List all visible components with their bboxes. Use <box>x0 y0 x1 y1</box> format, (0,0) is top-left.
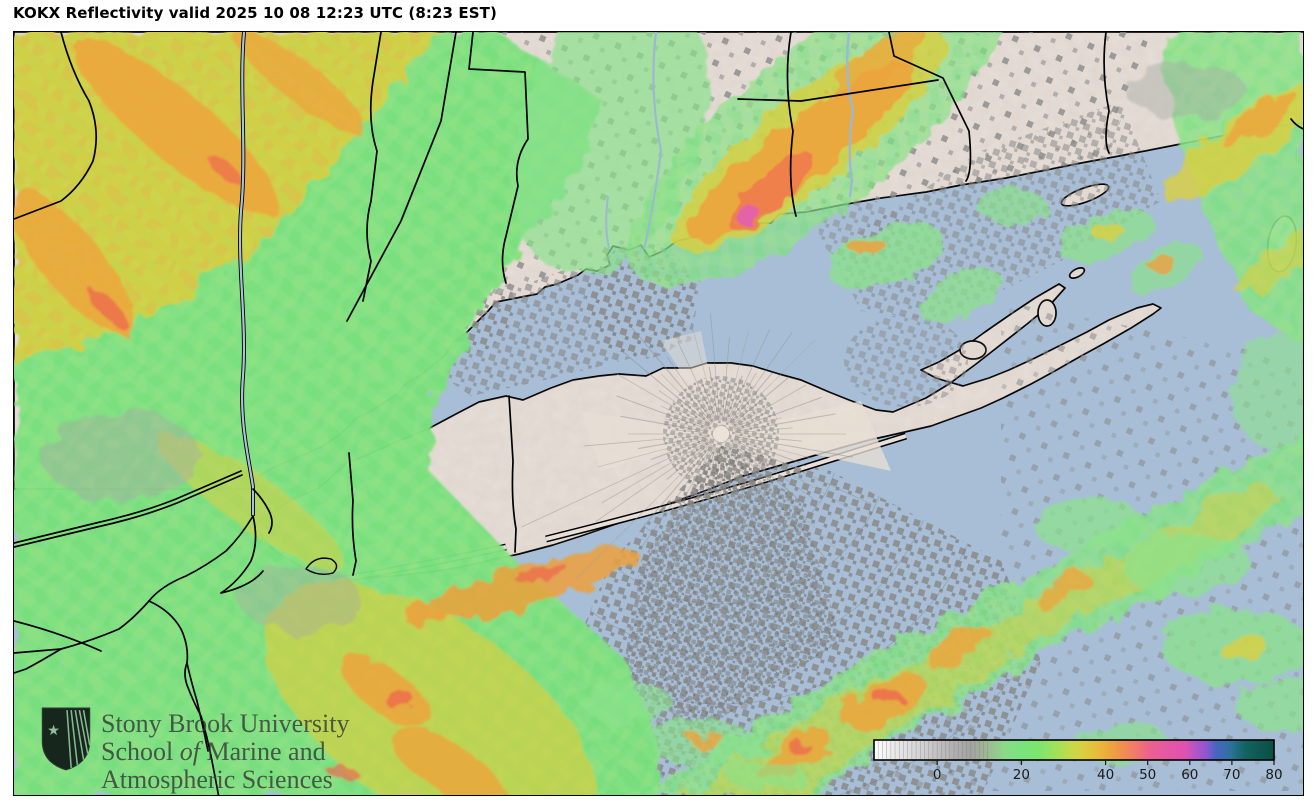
connecticut-river <box>846 32 855 198</box>
echo-field-west <box>14 32 710 795</box>
colorbar-tick-label: 0 <box>933 767 942 783</box>
colorbar-gradient-bar <box>873 739 1275 761</box>
echo-band-southeast <box>581 434 1303 795</box>
colorbar-tick-label: 70 <box>1223 767 1240 783</box>
echo-field-northeast <box>1126 32 1303 451</box>
colorbar-ticks: 0 20 40 50 60 70 80 <box>933 760 1283 783</box>
shield-star-icon: ★ <box>47 723 60 739</box>
echo-band-ct <box>628 32 1004 287</box>
colorbar-step-lines <box>877 740 988 760</box>
colorbar-tick-label: 50 <box>1139 767 1156 783</box>
radar-spokes <box>521 313 872 629</box>
logo-line2: School of Marine and <box>101 737 326 766</box>
radar-site-marker <box>712 425 730 443</box>
sbu-shield-icon: ★ <box>41 707 91 771</box>
radar-map-canvas: 0 20 40 50 60 70 80 <box>14 32 1303 795</box>
boundary-lines <box>14 32 1303 795</box>
colorbar: 0 20 40 50 60 70 80 <box>873 739 1283 783</box>
echo-blobs-sound <box>828 188 1203 324</box>
map-title: KOKX Reflectivity valid 2025 10 08 12:23… <box>13 4 497 22</box>
colorbar-tick-label: 40 <box>1097 767 1114 783</box>
housatonic-river <box>642 32 663 250</box>
logo-line1: Stony Brook University <box>101 709 350 738</box>
radar-artifacts <box>521 313 891 629</box>
colorbar-tick-label: 60 <box>1181 767 1198 783</box>
sbu-logo: ★ Stony Brook University School of Marin… <box>40 702 349 794</box>
colorbar-tick-label: 80 <box>1265 767 1282 783</box>
colorbar-tick-label: 20 <box>1013 767 1030 783</box>
logo-line3: Atmospheric Sciences <box>101 765 333 794</box>
sbu-logo-text: Stony Brook University School of Marine … <box>101 710 349 794</box>
rivers <box>238 32 855 516</box>
radar-map: 0 20 40 50 60 70 80 <box>13 31 1304 796</box>
